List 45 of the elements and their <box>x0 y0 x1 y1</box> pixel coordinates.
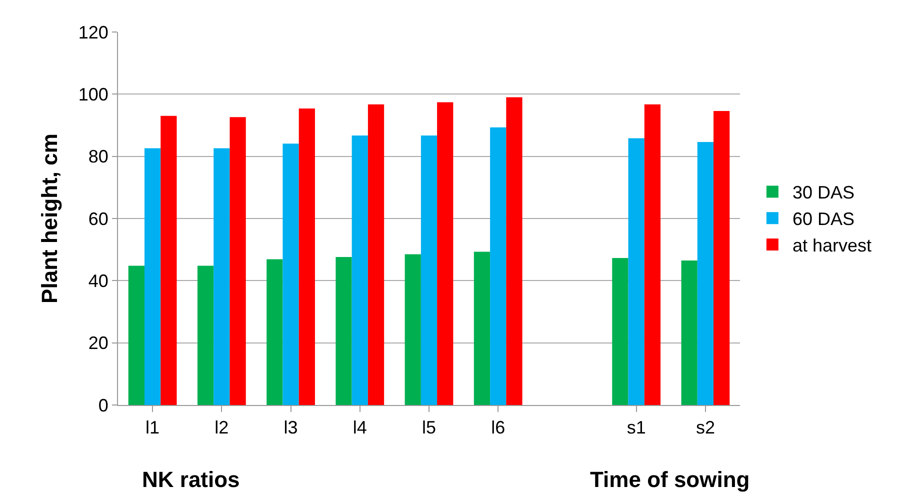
legend-label: 60 DAS <box>792 209 854 230</box>
bar <box>628 138 644 405</box>
x-tick-label: l1 <box>146 418 160 438</box>
bar <box>474 252 490 405</box>
x-tick-label: s1 <box>626 418 646 438</box>
bar <box>437 102 454 405</box>
x-tick-label: l5 <box>422 418 436 438</box>
bar <box>612 258 628 405</box>
bar <box>490 127 506 405</box>
y-tick-label: 120 <box>78 22 108 42</box>
bar <box>128 266 144 405</box>
legend-label: at harvest <box>792 236 872 256</box>
bar <box>697 142 714 405</box>
bar <box>681 260 698 405</box>
bar <box>352 136 368 405</box>
bar <box>266 259 283 405</box>
x-tick-label: l2 <box>214 418 229 438</box>
x-tick-label: s2 <box>696 418 715 438</box>
text: NK ratios <box>142 467 240 492</box>
bar <box>298 108 315 405</box>
bar <box>282 144 299 405</box>
bar <box>230 117 246 405</box>
bar <box>714 110 730 405</box>
y-tick-label: 40 <box>88 270 108 291</box>
y-tick-label: 60 <box>88 208 108 229</box>
bar <box>336 257 352 405</box>
bar <box>368 104 384 405</box>
y-tick-label: 0 <box>98 395 108 416</box>
bar <box>214 148 230 405</box>
legend-label: 30 DAS <box>792 182 854 203</box>
bar <box>420 136 438 405</box>
bar <box>644 104 661 405</box>
bar <box>506 97 522 405</box>
y-tick-label: 80 <box>88 146 108 167</box>
x-tick-label: l4 <box>352 418 367 438</box>
x-tick-label: l6 <box>491 418 506 438</box>
bar <box>404 254 421 405</box>
bar <box>144 148 161 405</box>
y-tick-label: 100 <box>78 84 108 104</box>
bar <box>197 266 214 405</box>
y-axis-title: Plant height, cm <box>37 134 62 304</box>
x-tick-label: l3 <box>284 418 298 438</box>
bar <box>160 116 177 405</box>
y-tick-label: 20 <box>88 333 108 354</box>
text: Time of sowing <box>590 467 750 492</box>
